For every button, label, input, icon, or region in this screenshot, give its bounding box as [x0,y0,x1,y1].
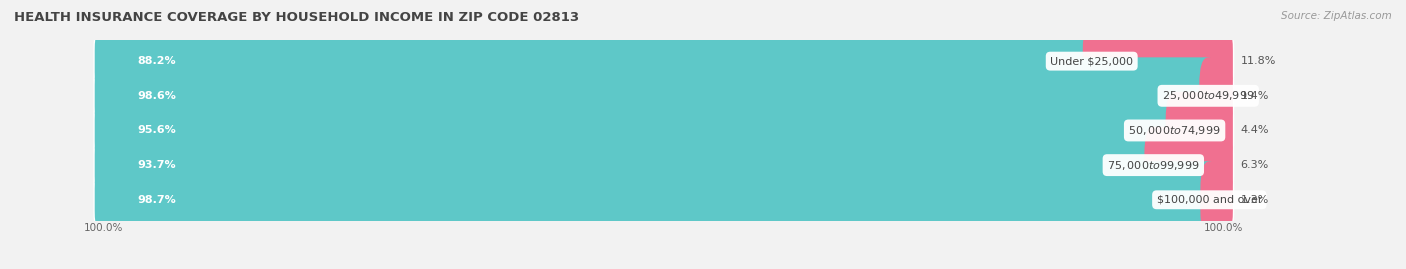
FancyBboxPatch shape [1144,127,1233,204]
Text: 6.3%: 6.3% [1240,160,1270,170]
Text: Source: ZipAtlas.com: Source: ZipAtlas.com [1281,11,1392,21]
Text: 88.2%: 88.2% [138,56,176,66]
Text: 93.7%: 93.7% [138,160,176,170]
FancyBboxPatch shape [94,127,1163,204]
Text: 100.0%: 100.0% [84,223,124,233]
FancyBboxPatch shape [1199,57,1233,134]
FancyBboxPatch shape [94,127,1233,204]
Text: 98.6%: 98.6% [138,91,176,101]
FancyBboxPatch shape [1166,92,1233,169]
FancyBboxPatch shape [94,23,1101,100]
Text: Under $25,000: Under $25,000 [1050,56,1133,66]
Text: 98.7%: 98.7% [138,195,176,205]
FancyBboxPatch shape [94,161,1219,238]
Text: 1.3%: 1.3% [1240,195,1270,205]
Text: 4.4%: 4.4% [1240,125,1270,136]
Legend: With Coverage, Without Coverage: With Coverage, Without Coverage [582,264,824,269]
FancyBboxPatch shape [1201,161,1233,238]
FancyBboxPatch shape [94,92,1184,169]
FancyBboxPatch shape [94,161,1233,238]
FancyBboxPatch shape [94,57,1218,134]
FancyBboxPatch shape [94,57,1233,134]
FancyBboxPatch shape [1083,23,1233,100]
FancyBboxPatch shape [94,23,1233,100]
Text: 100.0%: 100.0% [1204,223,1243,233]
FancyBboxPatch shape [94,92,1233,169]
Text: 1.4%: 1.4% [1240,91,1270,101]
Text: $50,000 to $74,999: $50,000 to $74,999 [1129,124,1220,137]
Text: $100,000 and over: $100,000 and over [1157,195,1263,205]
Text: 95.6%: 95.6% [138,125,176,136]
Text: HEALTH INSURANCE COVERAGE BY HOUSEHOLD INCOME IN ZIP CODE 02813: HEALTH INSURANCE COVERAGE BY HOUSEHOLD I… [14,11,579,24]
Text: 11.8%: 11.8% [1240,56,1277,66]
Text: $75,000 to $99,999: $75,000 to $99,999 [1107,159,1199,172]
Text: $25,000 to $49,999: $25,000 to $49,999 [1161,89,1254,102]
